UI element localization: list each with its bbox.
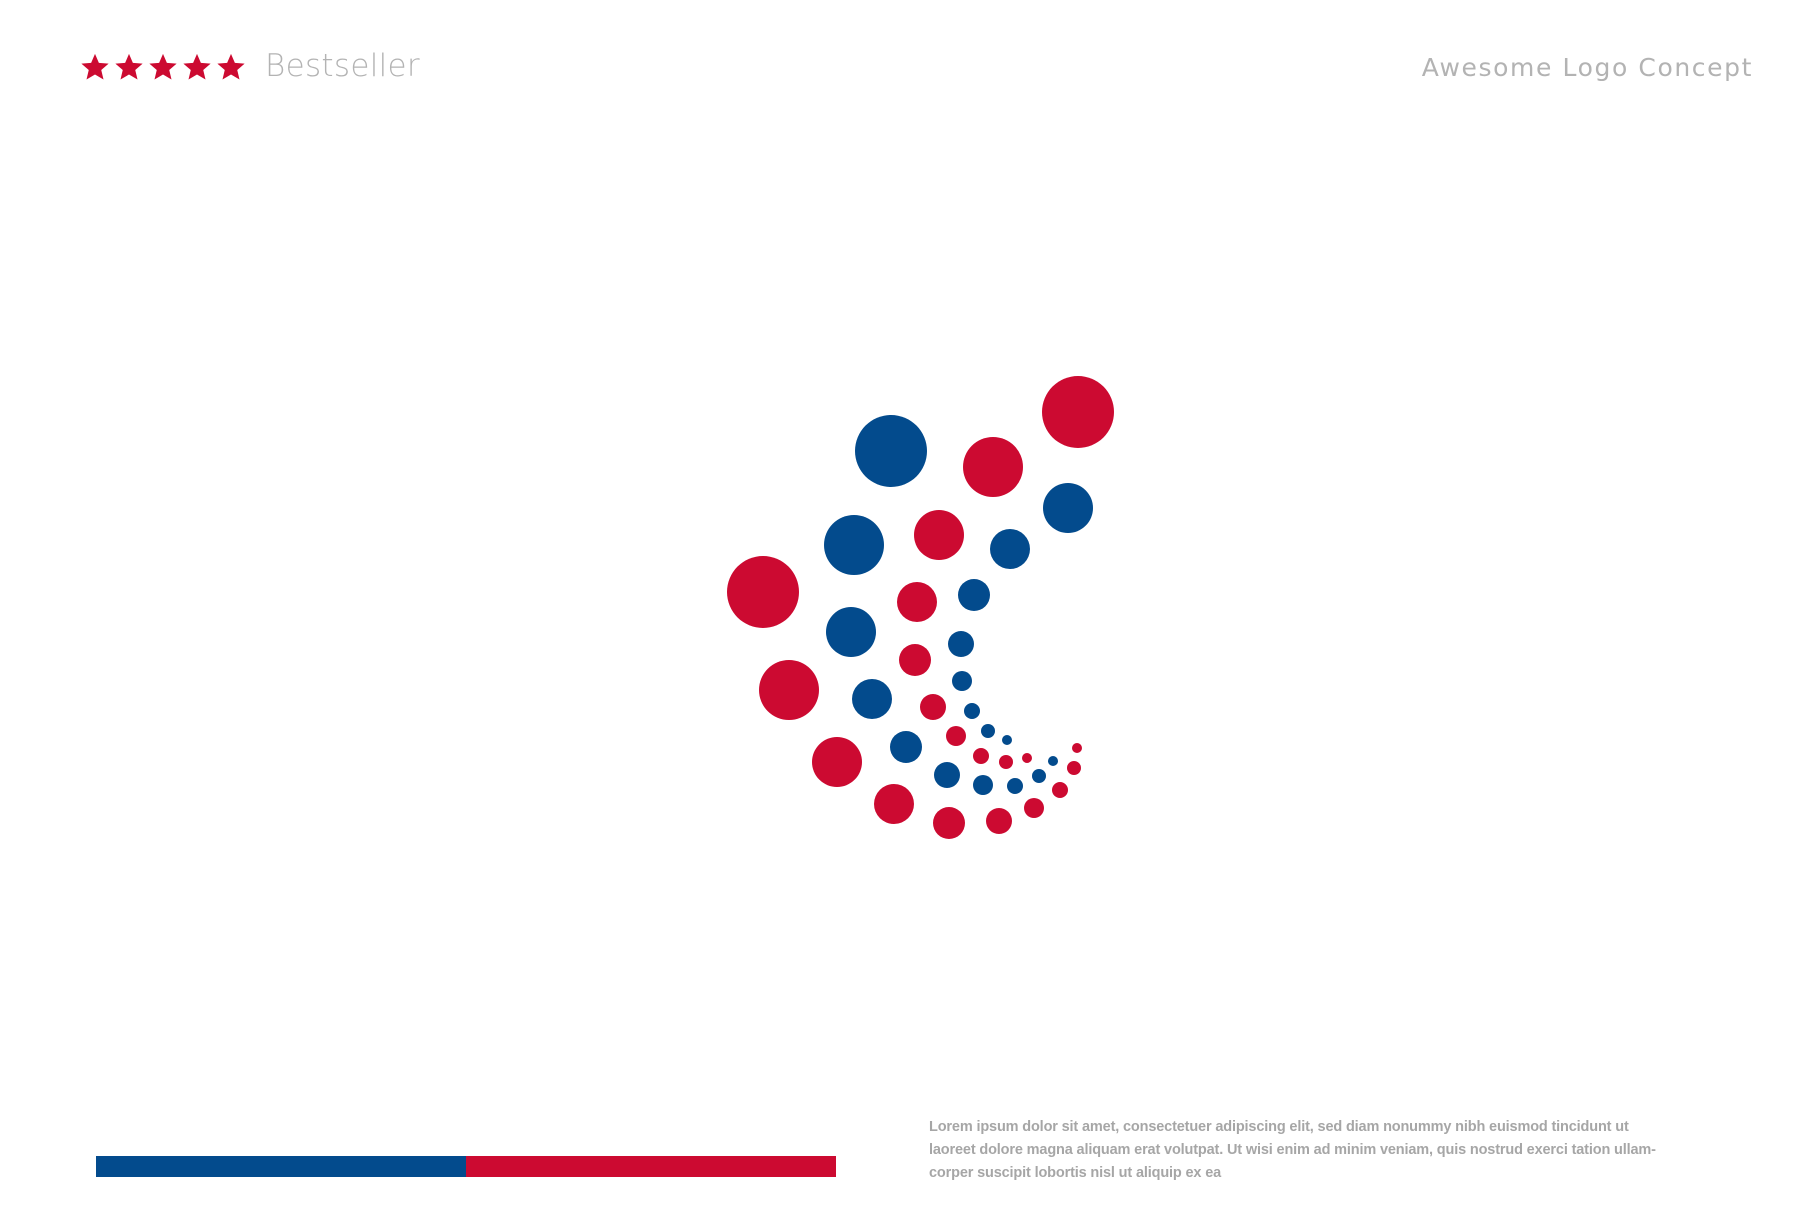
logo-dot [897, 582, 937, 622]
logo-dot [920, 694, 946, 720]
logo-dot [812, 737, 862, 787]
logo-dot [759, 660, 819, 720]
logo-dot [973, 775, 993, 795]
logo-dot [874, 784, 914, 824]
logo-dot [855, 415, 927, 487]
logo-dot [952, 671, 972, 691]
logo-dot [727, 556, 799, 628]
bestseller-label: Bestseller [265, 48, 420, 84]
logo-dot [1024, 798, 1044, 818]
logo-dot [1052, 782, 1068, 798]
rating-stars [80, 52, 246, 82]
star-icon [115, 53, 143, 80]
logo-dot [934, 762, 960, 788]
logo-dot [964, 703, 980, 719]
logo-dot [986, 808, 1012, 834]
logo-dot [890, 731, 922, 763]
logo-dot [824, 515, 884, 575]
logo-dot [948, 631, 974, 657]
logo-dot [973, 748, 989, 764]
logo-dot [963, 437, 1023, 497]
star-icon [217, 53, 245, 80]
logo-dot [933, 807, 965, 839]
description-text: Lorem ipsum dolor sit amet, consectetuer… [929, 1116, 1656, 1185]
logo-dot [1072, 743, 1082, 753]
color-bar-red [466, 1156, 836, 1177]
description-line: Lorem ipsum dolor sit amet, consectetuer… [929, 1119, 1629, 1135]
logo-dot [1043, 483, 1093, 533]
logo-dot [899, 644, 931, 676]
logo-dot [1002, 735, 1012, 745]
logo-dot [826, 607, 876, 657]
color-bar-blue [96, 1156, 466, 1177]
logo-dot [1042, 376, 1114, 448]
logo-dot [1048, 756, 1058, 766]
star-icon [149, 53, 177, 80]
star-icon [81, 53, 109, 80]
star-icon [183, 53, 211, 80]
description-line: laoreet dolore magna aliquam erat volutp… [929, 1142, 1656, 1158]
description-line: corper suscipit lobortis nisl ut aliquip… [929, 1165, 1222, 1181]
logo-dot [999, 755, 1013, 769]
logo-dot [990, 529, 1030, 569]
logo-dot [914, 510, 964, 560]
logo-dot [981, 724, 995, 738]
logo-dot [852, 679, 892, 719]
page-title: Awesome Logo Concept [1421, 53, 1753, 82]
logo-dot [1032, 769, 1046, 783]
logo-dot [1067, 761, 1081, 775]
logo-dot [1007, 778, 1023, 794]
logo-dot [958, 579, 990, 611]
logo-dot [946, 726, 966, 746]
logo-dot [1022, 753, 1032, 763]
